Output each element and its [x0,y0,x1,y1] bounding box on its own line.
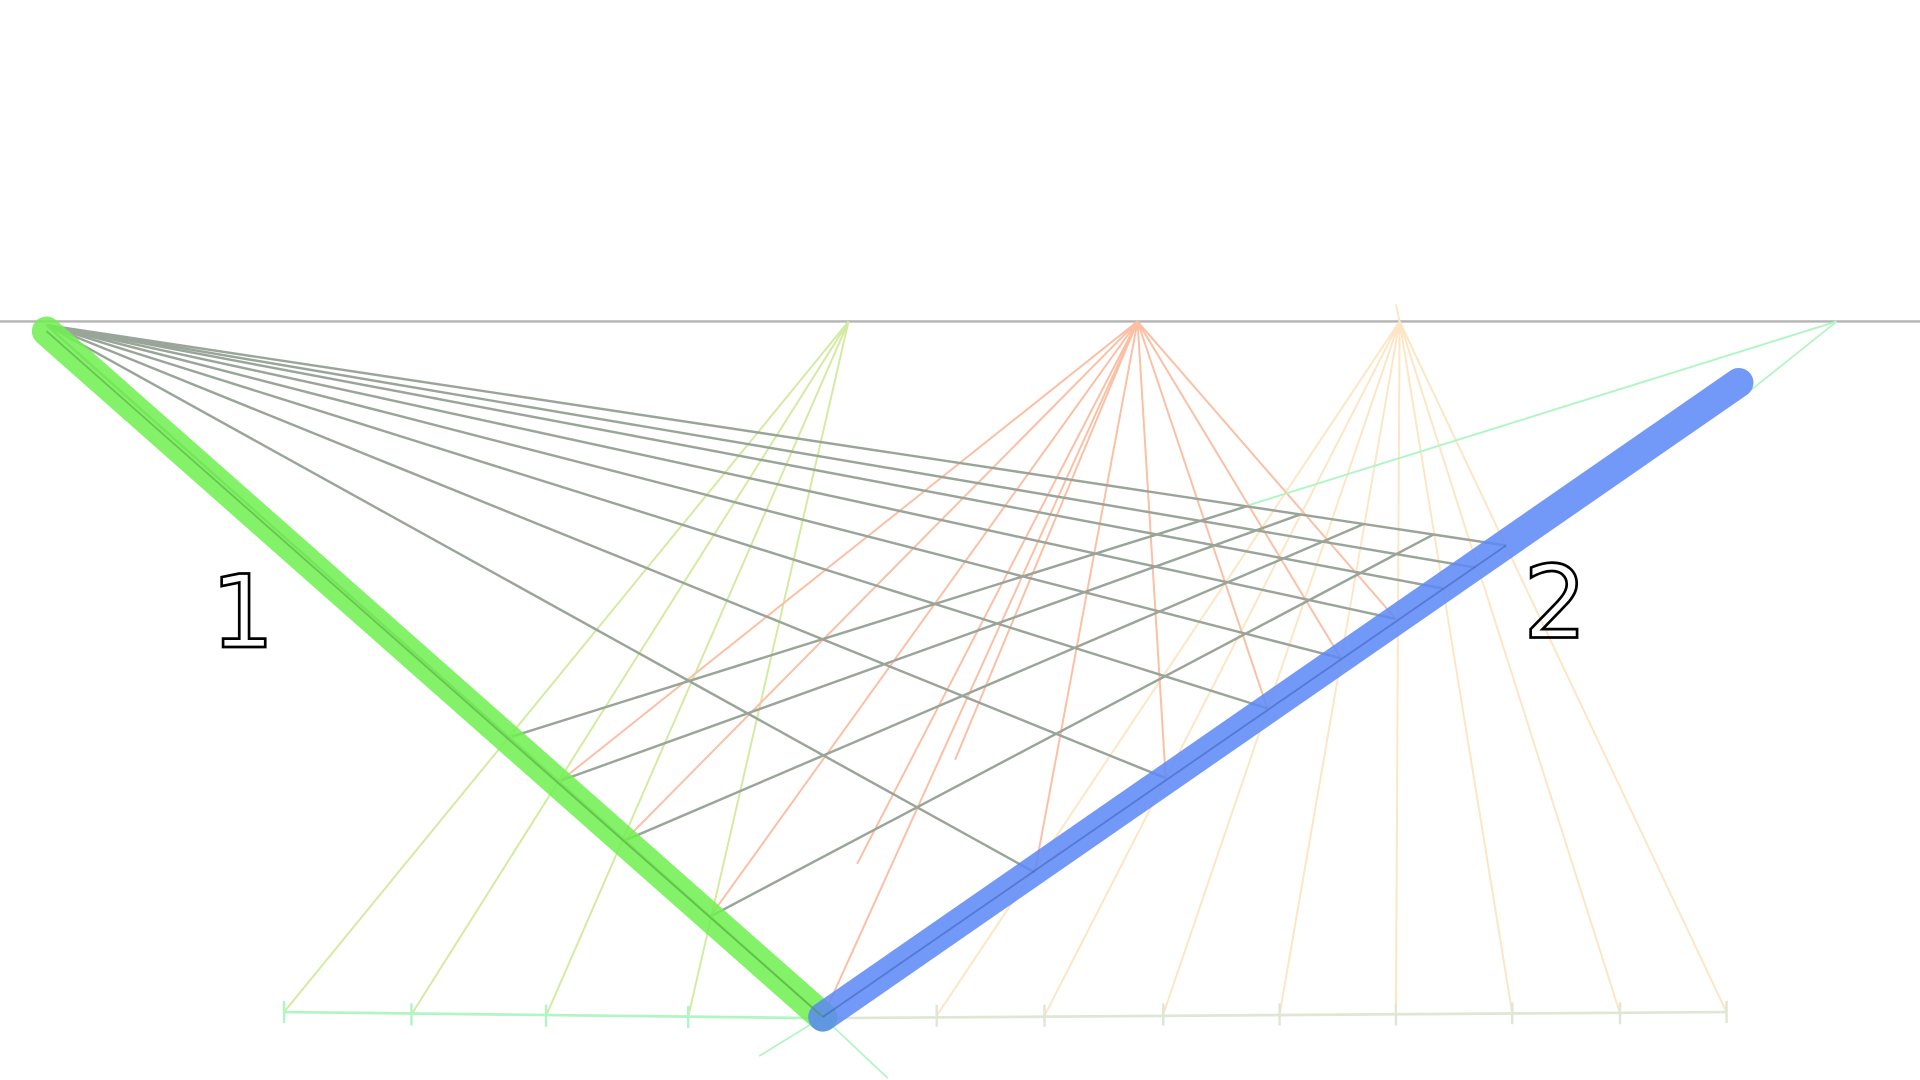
fan-line-green [283,320,850,1013]
fan-line-peach [1398,321,1728,1013]
measure-segment-right [822,1010,1727,1020]
fan-line-peach [1162,321,1401,1015]
fan-line-peach [1043,320,1401,1017]
construction-fans [283,304,1838,1079]
measure-segment-left [284,1010,823,1020]
perspective-grid-overlay [45,330,1507,1018]
fan-line-orange [856,320,1139,865]
fan-line-orange [1136,321,1269,709]
grid-line-vp2 [511,505,1247,738]
grid-line-vp1 [46,323,1476,569]
edge-2-centerline [822,544,1507,1018]
fan-line-peach [1398,321,1621,1014]
label-2: 2 [1523,544,1587,661]
label-1: 1 [211,554,275,671]
grid-line-vp1 [46,323,1507,547]
fan-line-peach [1394,304,1401,322]
fan-line-orange [1033,321,1139,873]
grid-line-vp1 [45,324,1036,874]
fan-line-orange [954,321,1139,761]
grid-line-vp2 [560,513,1301,782]
edge-1-centerline [45,330,824,1018]
measuring-line [282,1001,1728,1028]
fan-line-orange [709,320,1139,918]
grid-line-vp2 [624,522,1365,842]
fan-line-green [545,321,850,1017]
construction-line [1248,320,1838,507]
grid-line-vp1 [46,323,1443,590]
fan-line-peach [1398,321,1514,1014]
fan-line-green [410,320,850,1016]
grid-line-vp2 [709,533,1434,918]
grid-line-vp1 [46,323,1268,710]
fan-line-orange [1136,321,1167,779]
construction-line [1750,320,1838,391]
fan-line-orange [560,320,1139,782]
grid-line-vp1 [46,323,1342,660]
grid-line-vp1 [46,323,1397,621]
fan-line-orange [821,321,1139,1018]
fan-line-green [687,321,850,1018]
fan-line-orange [623,320,1139,842]
grid-line-vp1 [46,323,1167,780]
fan-line-orange [1136,320,1397,620]
fan-line-peach [1394,321,1401,1015]
